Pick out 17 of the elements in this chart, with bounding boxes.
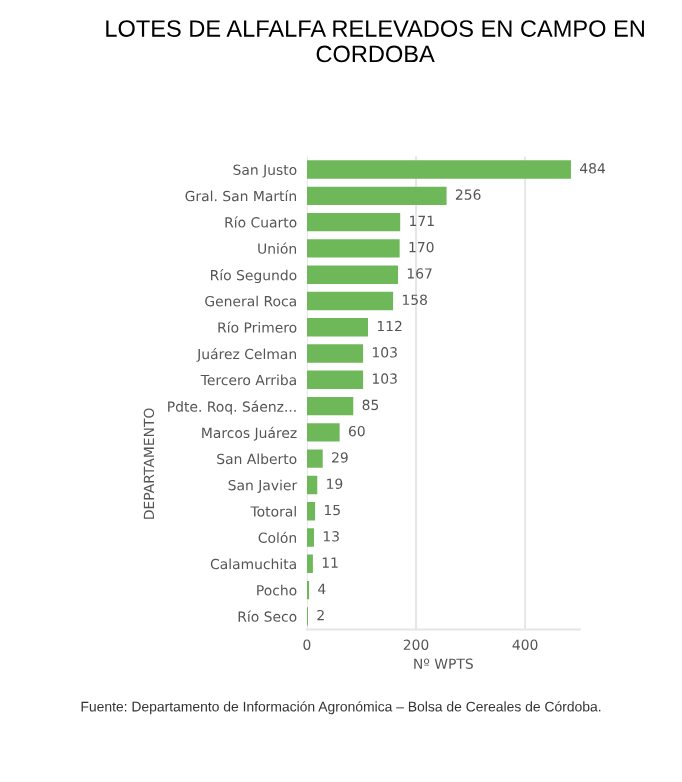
bar: [306, 475, 318, 495]
chart-title: LOTES DE ALFALFA RELEVADOS EN CAMPO EN CORDOBA: [106, 20, 644, 63]
bar: [306, 528, 314, 547]
bar: [306, 318, 369, 337]
bar: [306, 212, 401, 232]
bar: [306, 186, 447, 206]
bar: [306, 291, 394, 311]
bar: [306, 423, 340, 442]
bar: [306, 265, 399, 284]
bar: [306, 449, 323, 468]
bar: [306, 344, 364, 363]
bar: [306, 160, 571, 179]
bar: [306, 370, 364, 390]
bar: [306, 502, 316, 521]
bar: [306, 396, 354, 416]
bar: [306, 239, 400, 258]
bar: [306, 554, 313, 573]
